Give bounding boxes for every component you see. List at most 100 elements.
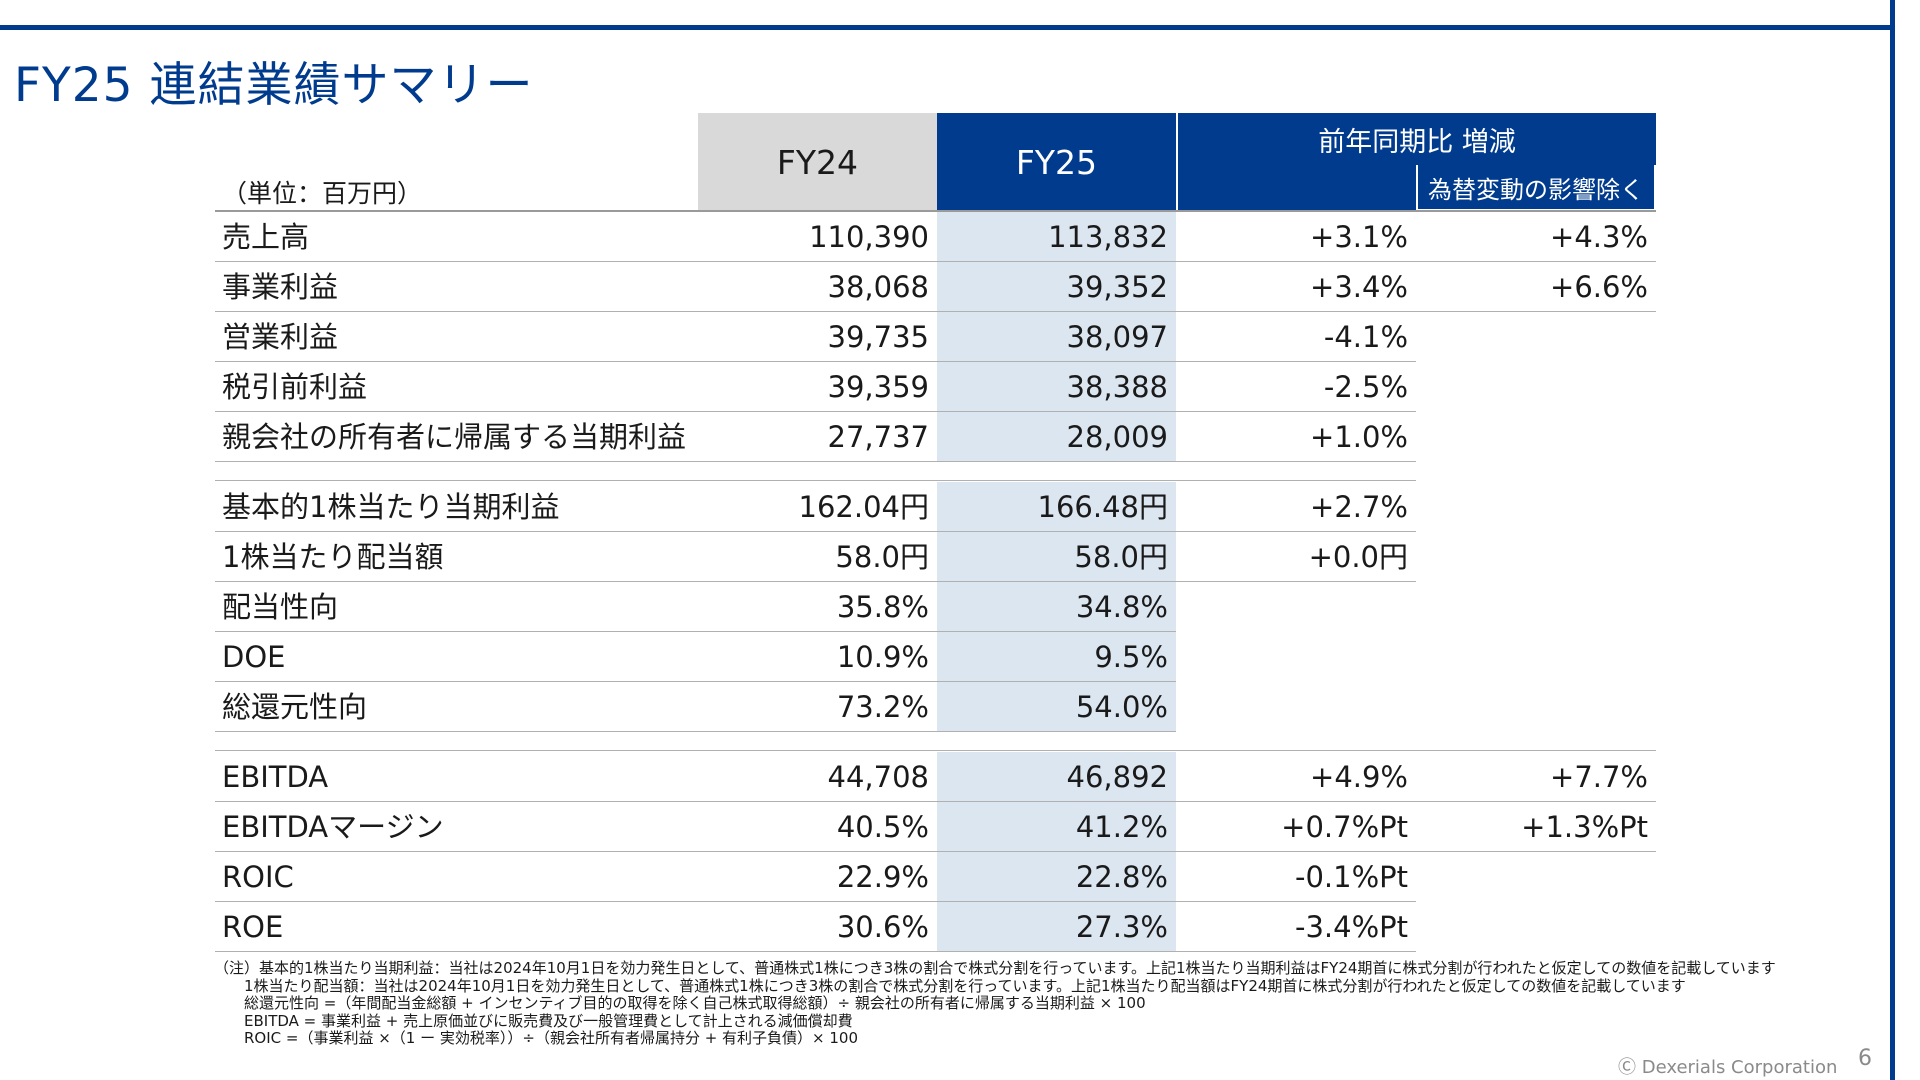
footnote: 1株当たり配当額：当社は2024年10月1日を効力発生日として、普通株式1株につ… bbox=[244, 976, 1686, 995]
cell-fx bbox=[1416, 362, 1656, 412]
cell-fy25: 39,352 bbox=[937, 262, 1176, 312]
table-row: ROIC 22.9% 22.8% -0.1%Pt bbox=[215, 852, 1656, 902]
cell-yoy: -4.1% bbox=[1323, 320, 1408, 354]
footnote: 総還元性向 =（年間配当金総額 + インセンティブ目的の取得を除く自己株式取得総… bbox=[244, 994, 1146, 1012]
cell-yoy: +0.7%Pt bbox=[1281, 810, 1408, 844]
cell-fy24: 27,737 bbox=[827, 420, 929, 454]
cell-fx: +7.7% bbox=[1550, 760, 1648, 794]
cell-fy25: 38,097 bbox=[937, 312, 1176, 362]
cell-fx bbox=[1416, 312, 1656, 362]
cell-fy24: 58.0円 bbox=[835, 540, 929, 574]
footnote: EBITDA = 事業利益 + 売上原価並びに販売費及び一般管理費として計上され… bbox=[244, 1011, 853, 1030]
cell-label: EBITDAマージン bbox=[222, 810, 444, 844]
table-row: DOE 10.9% 9.5% bbox=[215, 632, 1656, 682]
cell-fx: +1.3%Pt bbox=[1521, 810, 1648, 844]
cell-label: 1株当たり配当額 bbox=[222, 540, 444, 574]
cell-label: 営業利益 bbox=[222, 320, 339, 354]
cell-fy25: 58.0円 bbox=[937, 532, 1176, 582]
cell-fy25: 38,388 bbox=[937, 362, 1176, 412]
cell-label: ROIC bbox=[222, 860, 294, 894]
header-fx-excluded: 為替変動の影響除く bbox=[1418, 165, 1654, 209]
cell-fy25: 166.48円 bbox=[937, 482, 1176, 532]
footnotes: （注）基本的1株当たり当期利益：当社は2024年10月1日を効力発生日として、普… bbox=[214, 959, 1776, 1048]
right-rule bbox=[1890, 0, 1895, 1080]
cell-fy25: 41.2% bbox=[937, 802, 1176, 852]
cell-label: 総還元性向 bbox=[222, 690, 368, 724]
cell-fy24: 30.6% bbox=[836, 910, 929, 944]
cell-fy24: 39,359 bbox=[827, 370, 929, 404]
table-row: EBITDA 44,708 46,892 +4.9% +7.7% bbox=[215, 752, 1656, 802]
cell-yoy: +2.7% bbox=[1310, 490, 1408, 524]
cell-fy24: 40.5% bbox=[836, 810, 929, 844]
table-row: 親会社の所有者に帰属する当期利益 27,737 28,009 +1.0% bbox=[215, 412, 1656, 462]
row-divider bbox=[215, 951, 1416, 952]
cell-fy24: 22.9% bbox=[836, 860, 929, 894]
row-divider bbox=[215, 681, 1176, 682]
cell-label: ROE bbox=[222, 910, 284, 944]
copyright: Ⓒ Dexerials Corporation bbox=[1618, 1057, 1838, 1078]
table-row: 1株当たり配当額 58.0円 58.0円 +0.0円 bbox=[215, 532, 1656, 582]
group-divider bbox=[215, 750, 1656, 751]
cell-fy25: 54.0% bbox=[937, 682, 1176, 732]
cell-yoy bbox=[1176, 632, 1416, 682]
cell-fx: +6.6% bbox=[1550, 270, 1648, 304]
table-row: EBITDAマージン 40.5% 41.2% +0.7%Pt +1.3%Pt bbox=[215, 802, 1656, 852]
cell-fy25: 22.8% bbox=[937, 852, 1176, 902]
cell-label: 売上高 bbox=[222, 220, 310, 254]
header-fy25: FY25 bbox=[937, 113, 1176, 211]
cell-fx bbox=[1416, 412, 1656, 462]
row-divider bbox=[215, 581, 1416, 582]
cell-yoy: +1.0% bbox=[1310, 420, 1408, 454]
table-row: 総還元性向 73.2% 54.0% bbox=[215, 682, 1656, 732]
cell-fy25: 46,892 bbox=[937, 752, 1176, 802]
cell-label: 基本的1株当たり当期利益 bbox=[222, 490, 560, 524]
top-rule bbox=[0, 25, 1890, 30]
cell-fy24: 162.04円 bbox=[798, 490, 929, 524]
cell-fx bbox=[1416, 482, 1656, 532]
cell-fx bbox=[1416, 682, 1656, 732]
row-divider bbox=[215, 361, 1416, 362]
cell-fy25: 9.5% bbox=[937, 632, 1176, 682]
cell-yoy: -0.1%Pt bbox=[1295, 860, 1408, 894]
cell-label: DOE bbox=[222, 640, 286, 674]
cell-fy24: 73.2% bbox=[836, 690, 929, 724]
row-divider bbox=[215, 461, 1416, 462]
cell-fy24: 110,390 bbox=[809, 220, 929, 254]
cell-fy24: 38,068 bbox=[827, 270, 929, 304]
row-divider bbox=[215, 411, 1416, 412]
row-divider bbox=[215, 261, 1656, 262]
cell-fx bbox=[1416, 582, 1656, 632]
row-divider bbox=[215, 851, 1656, 852]
table-row: 基本的1株当たり当期利益 162.04円 166.48円 +2.7% bbox=[215, 482, 1656, 532]
cell-label: 配当性向 bbox=[222, 590, 339, 624]
table-row: 税引前利益 39,359 38,388 -2.5% bbox=[215, 362, 1656, 412]
cell-yoy: +4.9% bbox=[1310, 760, 1408, 794]
page-number: 6 bbox=[1858, 1046, 1872, 1071]
footnote: ROIC =（事業利益 ×（1 ー 実効税率））÷（親会社所有者帰属持分 + 有… bbox=[244, 1029, 859, 1047]
cell-yoy: -2.5% bbox=[1323, 370, 1408, 404]
header-fy24: FY24 bbox=[698, 113, 937, 211]
row-divider bbox=[215, 901, 1416, 902]
row-divider bbox=[215, 311, 1656, 312]
cell-yoy: -3.4%Pt bbox=[1295, 910, 1408, 944]
group-divider bbox=[215, 480, 1416, 481]
cell-fy25: 27.3% bbox=[937, 902, 1176, 952]
cell-fy25: 113,832 bbox=[937, 212, 1176, 262]
cell-fx bbox=[1416, 532, 1656, 582]
table-row: 配当性向 35.8% 34.8% bbox=[215, 582, 1656, 632]
footnote: （注）基本的1株当たり当期利益：当社は2024年10月1日を効力発生日として、普… bbox=[214, 959, 1776, 977]
table-row: 営業利益 39,735 38,097 -4.1% bbox=[215, 312, 1656, 362]
page-title: FY25 連結業績サマリー bbox=[14, 58, 534, 113]
cell-fy25: 34.8% bbox=[937, 582, 1176, 632]
row-divider bbox=[215, 631, 1176, 632]
row-divider bbox=[215, 731, 1176, 732]
unit-label: （単位：百万円） bbox=[222, 179, 423, 208]
cell-fx: +4.3% bbox=[1550, 220, 1648, 254]
row-divider bbox=[215, 531, 1416, 532]
table-row: 事業利益 38,068 39,352 +3.4% +6.6% bbox=[215, 262, 1656, 312]
cell-label: 税引前利益 bbox=[222, 370, 368, 404]
cell-fy24: 35.8% bbox=[836, 590, 929, 624]
cell-label: 事業利益 bbox=[222, 270, 339, 304]
cell-fy25: 28,009 bbox=[937, 412, 1176, 462]
cell-yoy: +3.1% bbox=[1310, 220, 1408, 254]
